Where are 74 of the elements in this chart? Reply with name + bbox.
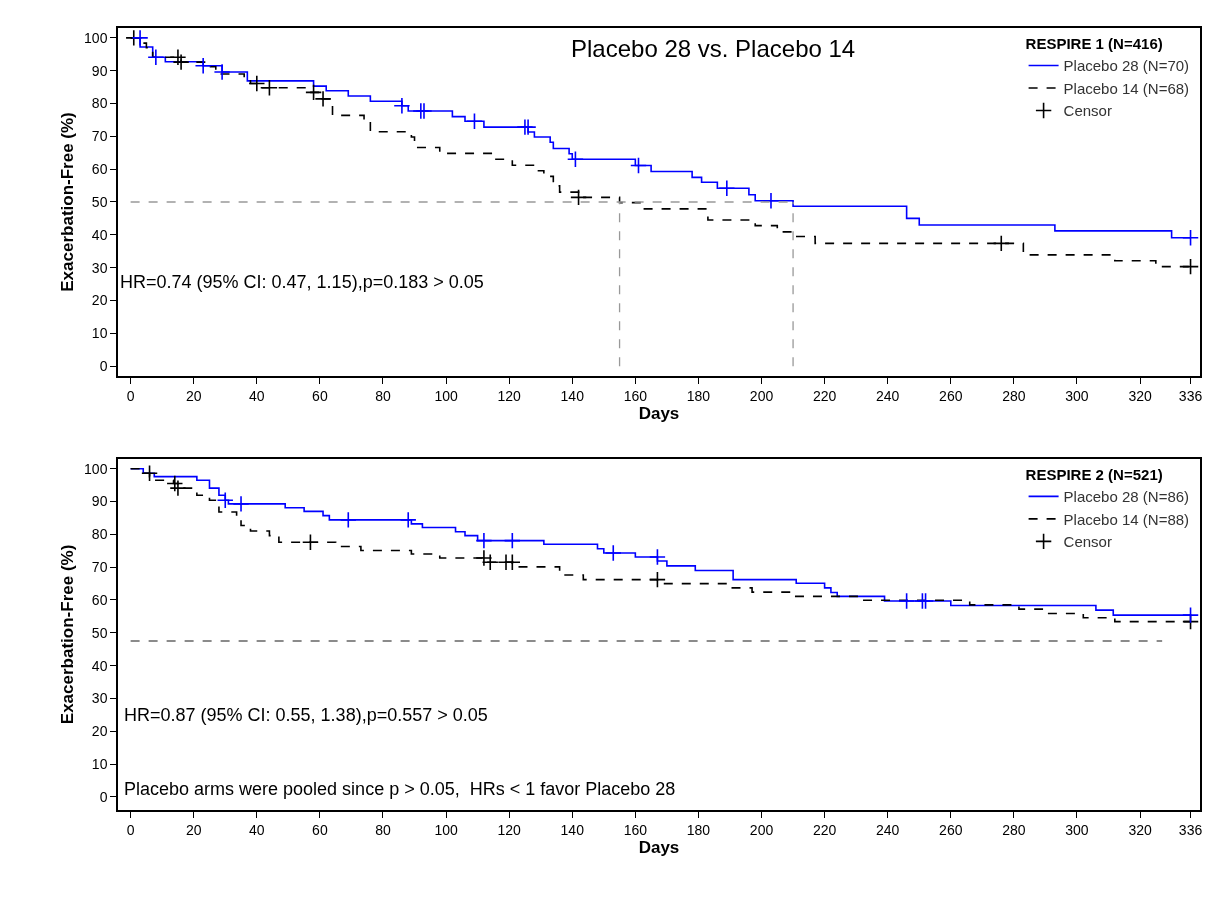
x-tick-label: 0 [126, 821, 135, 838]
y-tick-label: 50 [91, 193, 108, 210]
y-tick-label: 10 [91, 325, 108, 342]
x-tick-label: 120 [497, 387, 522, 404]
x-tick-label: 40 [249, 821, 265, 838]
x-tick-label: 200 [749, 821, 774, 838]
x-tick-label: 40 [249, 387, 265, 404]
y-tick-label: 0 [99, 358, 108, 375]
x-tick-label: 320 [1128, 387, 1152, 404]
y-tick-label: 40 [91, 226, 108, 243]
x-tick-label: 80 [375, 387, 391, 404]
y-tick-label: 80 [91, 95, 108, 112]
x-tick-label: 180 [686, 821, 711, 838]
x-tick-label: 100 [434, 821, 458, 838]
y-tick-label: 0 [99, 788, 108, 805]
x-tick-label: 260 [939, 821, 963, 838]
x-tick-label: 140 [560, 821, 585, 838]
x-tick-label: 160 [623, 387, 648, 404]
x-tick-label: 336 [1178, 387, 1203, 404]
x-tick-label: 240 [876, 821, 900, 838]
x-tick-label: 280 [1002, 821, 1026, 838]
y-tick-label: 100 [84, 29, 108, 46]
legend-title: RESPIRE 2 (N=521) [1025, 466, 1163, 484]
y-tick-label: 20 [91, 723, 108, 740]
y-tick-label: 90 [91, 62, 108, 79]
y-tick-label: 90 [91, 493, 108, 510]
x-tick-label: 100 [434, 387, 458, 404]
legend-label: Censor [1063, 533, 1112, 551]
x-tick-label: 260 [939, 387, 963, 404]
y-tick-label: 70 [91, 559, 108, 576]
y-tick-label: 30 [91, 259, 108, 276]
y-tick-label: 30 [91, 690, 108, 707]
legend-label: Placebo 28 (N=86) [1063, 488, 1190, 506]
x-tick-label: 280 [1002, 387, 1026, 404]
y-tick-label: 60 [91, 161, 108, 178]
annotation: Placebo arms were pooled since p > 0.05, HRs < 1 favor Placebo 28 [124, 779, 676, 799]
y-axis-title: Exacerbation-Free (%) [58, 544, 78, 725]
annotation: Placebo 28 vs. Placebo 14 [571, 35, 856, 62]
y-tick-label: 80 [91, 526, 108, 543]
x-tick-label: 120 [497, 821, 522, 838]
x-tick-label: 200 [749, 387, 774, 404]
y-tick-label: 20 [91, 292, 108, 309]
y-tick-label: 70 [91, 128, 108, 145]
x-tick-label: 300 [1065, 821, 1089, 838]
legend-title: RESPIRE 1 (N=416) [1025, 35, 1163, 53]
x-tick-label: 320 [1128, 821, 1152, 838]
annotation: HR=0.74 (95% CI: 0.47, 1.15),p=0.183 > 0.05 [120, 272, 484, 292]
x-tick-label: 240 [876, 387, 900, 404]
x-tick-label: 220 [812, 387, 837, 404]
x-tick-label: 20 [185, 387, 202, 404]
x-tick-label: 160 [623, 821, 648, 838]
x-tick-label: 80 [375, 821, 391, 838]
x-axis-title: Days [638, 837, 680, 857]
x-axis-title: Days [638, 403, 680, 423]
y-axis-title: Exacerbation-Free (%) [58, 112, 78, 292]
legend-label: Placebo 28 (N=70) [1063, 57, 1190, 75]
y-tick-label: 100 [84, 460, 108, 477]
y-tick-label: 60 [91, 591, 108, 608]
y-tick-label: 10 [91, 755, 108, 772]
legend-label: Placebo 14 (N=88) [1063, 510, 1190, 528]
x-tick-label: 20 [185, 821, 202, 838]
y-tick-label: 50 [91, 624, 108, 641]
y-tick-label: 40 [91, 657, 108, 674]
x-tick-label: 60 [312, 821, 328, 838]
x-tick-label: 140 [560, 387, 585, 404]
x-tick-label: 180 [686, 387, 711, 404]
legend-label: Censor [1063, 102, 1112, 120]
legend-label: Placebo 14 (N=68) [1063, 79, 1190, 97]
x-tick-label: 336 [1178, 821, 1203, 838]
x-tick-label: 220 [812, 821, 837, 838]
annotation: HR=0.87 (95% CI: 0.55, 1.38),p=0.557 > 0.05 [124, 705, 488, 725]
x-tick-label: 0 [126, 387, 135, 404]
x-tick-label: 300 [1065, 387, 1089, 404]
x-tick-label: 60 [312, 387, 328, 404]
